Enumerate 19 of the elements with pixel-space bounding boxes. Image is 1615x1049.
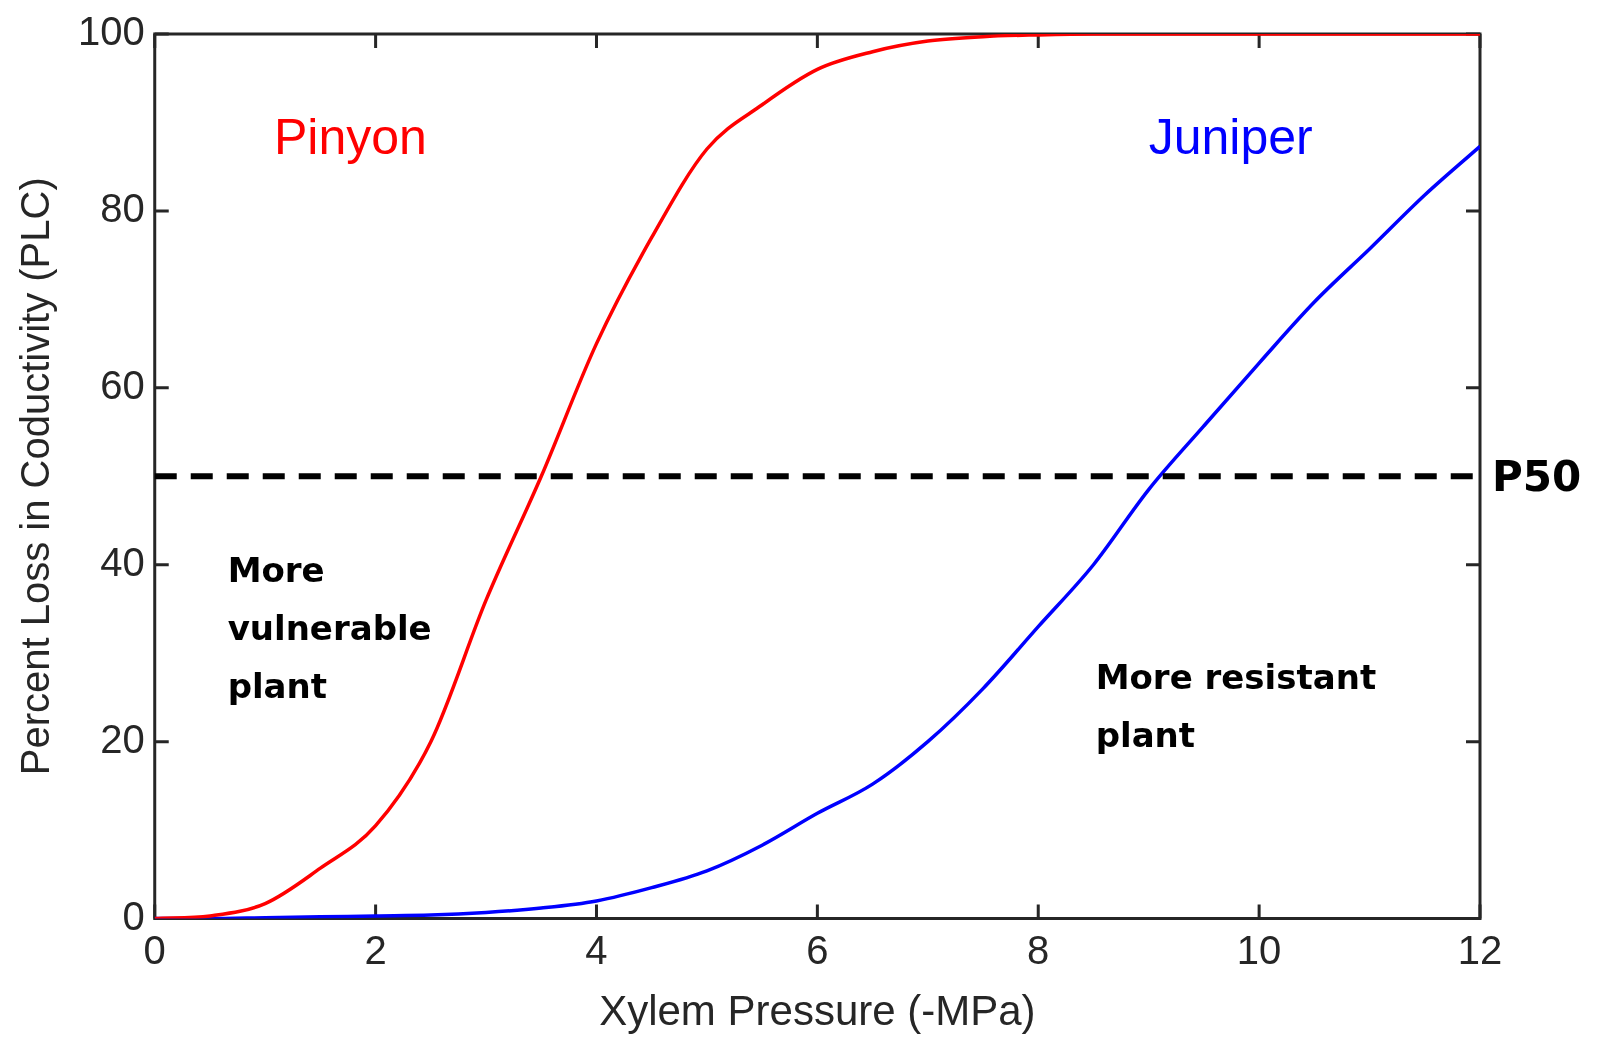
ref-line-label: P50 <box>1492 452 1582 502</box>
y-tick-label: 80 <box>100 185 145 230</box>
text: Pinyon <box>274 108 427 165</box>
x-tick-label: 12 <box>1457 927 1503 972</box>
y-axis-title: Percent Loss in Coductivity (PLC) <box>13 177 58 776</box>
x-tick-label: 4 <box>585 927 608 972</box>
y-tick-label: 40 <box>100 539 145 584</box>
x-tick-label: 8 <box>1027 927 1050 972</box>
y-tick-label: 0 <box>122 893 145 938</box>
annotation: More vulnerable plant <box>227 550 432 707</box>
y-tick-label: 20 <box>100 716 145 761</box>
x-tick-label: 10 <box>1236 927 1282 972</box>
series-label: Juniper <box>1148 108 1313 165</box>
x-tick-label: 2 <box>364 927 387 972</box>
y-tick-label: 100 <box>77 9 145 54</box>
y-tick-label: 60 <box>100 362 145 407</box>
annotation: More resistant plant <box>1095 656 1377 755</box>
x-axis-title: Xylem Pressure (-MPa) <box>599 987 1036 1035</box>
x-tick-label: 6 <box>806 927 829 972</box>
